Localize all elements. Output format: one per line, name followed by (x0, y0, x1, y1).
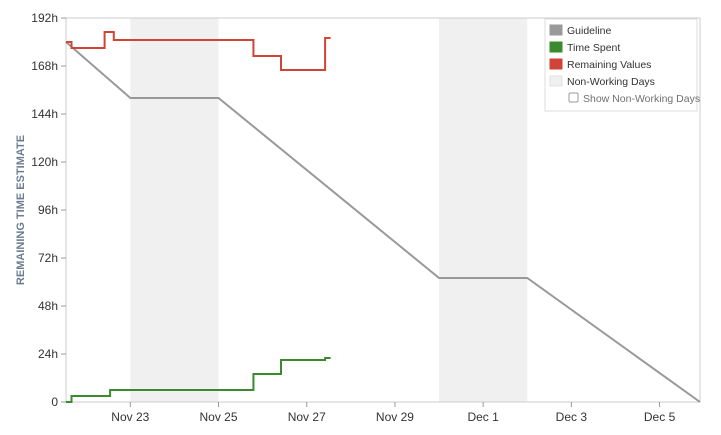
y-tick-label: 72h (38, 251, 58, 265)
y-tick-label: 168h (31, 59, 58, 73)
x-tick-label: Nov 27 (288, 410, 326, 424)
x-tick-label: Dec 1 (467, 410, 499, 424)
y-tick-label: 96h (38, 203, 58, 217)
legend-label: Guideline (567, 25, 612, 37)
non-working-day-band-1 (130, 18, 219, 402)
x-tick-label: Nov 23 (111, 410, 149, 424)
x-tick-label: Nov 29 (376, 410, 414, 424)
y-tick-label: 48h (38, 299, 58, 313)
show-non-working-days-checkbox (568, 92, 579, 103)
legend-label: Remaining Values (567, 59, 651, 71)
y-axis-title: REMAINING TIME ESTIMATE (15, 135, 27, 285)
series-line-remaining-values (66, 31, 331, 71)
legend: Guideline Time Spent Remaining Values Non-W… (544, 18, 700, 112)
axes: 0 24h 48h 72h 96h 120h 144h 168h 192h Nov 23 Nov 2… (31, 11, 701, 424)
legend-label: Non-Working Days (567, 76, 655, 88)
legend-swatch (549, 41, 563, 53)
series-line-guideline (65, 41, 701, 403)
y-tick-label: 0 (51, 395, 58, 409)
legend-swatch (549, 75, 563, 87)
y-tick-label: 120h (31, 155, 58, 169)
x-tick-label: Nov 25 (200, 410, 238, 424)
y-tick-label: 24h (38, 347, 58, 361)
legend-label: Show Non-Working Days (583, 93, 700, 105)
x-tick-label: Dec 5 (644, 410, 676, 424)
x-tick-label: Dec 3 (556, 410, 588, 424)
series-layer (65, 31, 701, 403)
legend-swatch (549, 58, 563, 70)
legend-swatch (549, 24, 563, 36)
non-working-days-layer (130, 18, 528, 402)
y-tick-label: 192h (31, 11, 58, 25)
series-line-time-spent (66, 357, 331, 403)
legend-label: Time Spent (567, 42, 620, 54)
y-tick-label: 144h (31, 107, 58, 121)
non-working-day-band-2 (439, 18, 528, 402)
